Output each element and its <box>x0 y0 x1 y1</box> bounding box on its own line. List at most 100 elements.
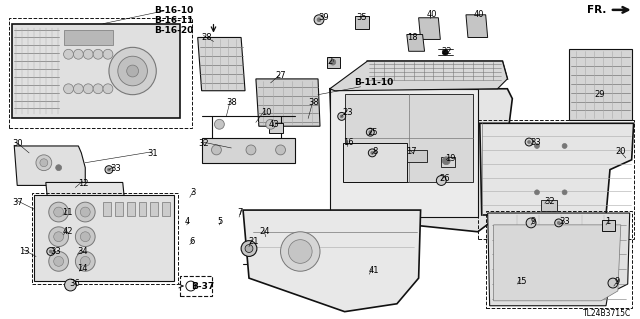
Circle shape <box>63 84 74 94</box>
Text: B-16-20: B-16-20 <box>154 26 193 35</box>
Text: 42: 42 <box>63 227 73 236</box>
Text: B-16-10: B-16-10 <box>154 6 193 15</box>
Text: 34: 34 <box>77 247 88 256</box>
Text: 26: 26 <box>439 174 450 183</box>
Polygon shape <box>330 89 513 232</box>
Circle shape <box>83 84 93 94</box>
Circle shape <box>214 119 225 129</box>
Circle shape <box>54 256 63 266</box>
Text: 40: 40 <box>426 10 437 19</box>
Text: 32: 32 <box>544 197 554 206</box>
Text: 41: 41 <box>369 266 379 275</box>
Text: 22: 22 <box>442 47 452 56</box>
Text: 39: 39 <box>318 13 329 22</box>
Circle shape <box>105 166 113 174</box>
Circle shape <box>534 190 540 195</box>
Text: 36: 36 <box>70 278 80 287</box>
Bar <box>63 30 113 45</box>
Text: FR.: FR. <box>587 5 606 15</box>
Text: 38: 38 <box>227 98 237 107</box>
Circle shape <box>65 279 76 291</box>
Polygon shape <box>34 195 174 281</box>
Bar <box>269 123 282 133</box>
Polygon shape <box>466 15 488 37</box>
Polygon shape <box>330 61 508 91</box>
Circle shape <box>527 141 531 144</box>
Circle shape <box>557 221 560 224</box>
Circle shape <box>338 112 346 120</box>
Circle shape <box>280 232 320 271</box>
Text: 20: 20 <box>615 147 625 156</box>
Text: TL24B3715C: TL24B3715C <box>584 309 632 318</box>
Circle shape <box>525 138 533 146</box>
Polygon shape <box>407 34 424 51</box>
Circle shape <box>81 232 90 241</box>
Circle shape <box>211 145 221 155</box>
Text: 16: 16 <box>342 137 353 146</box>
Bar <box>327 57 340 68</box>
Circle shape <box>442 157 450 165</box>
Bar <box>115 202 123 216</box>
Text: B-37: B-37 <box>191 282 214 291</box>
Polygon shape <box>342 143 407 182</box>
Polygon shape <box>46 182 125 202</box>
Text: 28: 28 <box>202 33 212 42</box>
Text: 33: 33 <box>530 137 541 146</box>
Bar <box>138 202 147 216</box>
Text: 43: 43 <box>269 120 279 129</box>
Circle shape <box>442 49 448 55</box>
Polygon shape <box>202 138 295 163</box>
Circle shape <box>74 84 83 94</box>
Text: 31: 31 <box>147 149 158 158</box>
Text: 10: 10 <box>261 108 271 117</box>
Circle shape <box>330 59 336 65</box>
Text: 13: 13 <box>19 247 30 256</box>
Text: 24: 24 <box>260 227 270 236</box>
Bar <box>180 276 211 296</box>
Circle shape <box>47 248 54 256</box>
Bar <box>10 18 192 128</box>
Bar <box>355 16 369 29</box>
Text: 17: 17 <box>406 147 417 156</box>
Circle shape <box>103 49 113 59</box>
Text: 37: 37 <box>12 198 23 207</box>
Polygon shape <box>345 94 473 182</box>
Text: 6: 6 <box>190 237 195 246</box>
Text: 15: 15 <box>516 277 527 286</box>
Circle shape <box>36 155 52 171</box>
Circle shape <box>555 219 563 227</box>
Polygon shape <box>198 37 245 91</box>
Circle shape <box>108 168 111 171</box>
Bar <box>478 120 634 239</box>
Circle shape <box>369 131 372 134</box>
Text: 40: 40 <box>474 10 484 19</box>
Text: 2: 2 <box>328 57 333 66</box>
Polygon shape <box>14 146 85 185</box>
Circle shape <box>49 202 68 222</box>
Circle shape <box>245 245 253 252</box>
Bar <box>150 202 158 216</box>
Text: 7: 7 <box>237 208 243 217</box>
Text: 5: 5 <box>218 218 223 226</box>
Circle shape <box>366 128 374 136</box>
Circle shape <box>289 240 312 263</box>
Circle shape <box>76 251 95 271</box>
Circle shape <box>317 18 321 22</box>
Text: 33: 33 <box>51 247 61 256</box>
Bar <box>32 193 178 284</box>
Bar <box>407 150 426 162</box>
Circle shape <box>49 251 68 271</box>
Text: 1: 1 <box>605 218 611 226</box>
Circle shape <box>83 49 93 59</box>
Circle shape <box>526 218 536 228</box>
Polygon shape <box>243 210 420 312</box>
Circle shape <box>314 15 324 25</box>
Circle shape <box>63 49 74 59</box>
Bar <box>442 157 455 167</box>
Polygon shape <box>330 89 478 217</box>
Polygon shape <box>367 61 508 81</box>
Circle shape <box>40 159 48 167</box>
Polygon shape <box>488 213 630 306</box>
Text: 14: 14 <box>77 264 88 273</box>
Circle shape <box>56 165 61 171</box>
